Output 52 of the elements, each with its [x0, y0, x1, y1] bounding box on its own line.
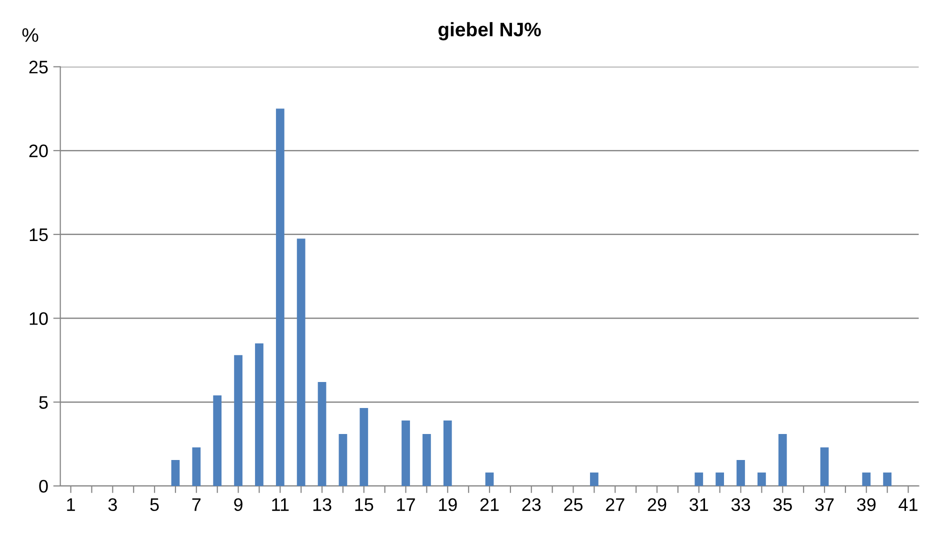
bar [485, 472, 494, 486]
bar [171, 460, 180, 486]
x-tick-label: 7 [192, 498, 201, 511]
x-tick-label: 21 [480, 498, 499, 511]
bar [213, 395, 222, 486]
x-tick-label: 17 [397, 498, 415, 511]
y-tick-label: 5 [39, 396, 48, 409]
bar [736, 460, 745, 486]
y-tick-label: 15 [30, 228, 48, 242]
y-tick-label: 25 [29, 60, 48, 74]
x-tick-label: 13 [313, 498, 332, 512]
bar [402, 420, 410, 486]
x-tick-label: 25 [564, 498, 583, 512]
x-tick-label: 27 [606, 498, 624, 511]
y-tick-label: 10 [30, 312, 48, 325]
bar [778, 434, 787, 486]
bar [296, 238, 306, 486]
x-tick-label: 41 [898, 498, 918, 511]
bar [883, 472, 892, 486]
x-tick-label: 9 [234, 498, 242, 512]
bar [590, 472, 598, 486]
bar [338, 434, 348, 486]
bar [862, 472, 871, 486]
x-tick-label: 31 [690, 498, 708, 512]
bar [318, 382, 326, 486]
bar [422, 434, 431, 486]
x-tick-label: 33 [731, 498, 750, 512]
bar [694, 472, 704, 486]
x-tick-label: 23 [522, 498, 541, 512]
x-tick-label: 5 [150, 498, 159, 512]
y-tick-label: 0 [39, 480, 48, 493]
bar [758, 472, 766, 486]
x-tick-label: 11 [272, 498, 289, 511]
chart-title: giebel NJ% [438, 22, 541, 40]
x-tick-label: 19 [438, 498, 457, 512]
bar [192, 447, 201, 486]
x-tick-label: 37 [815, 498, 834, 512]
x-tick-label: 35 [773, 498, 792, 512]
x-tick-label: 3 [108, 498, 117, 512]
bar [276, 108, 284, 486]
bar [255, 343, 264, 486]
bar [443, 420, 452, 486]
y-tick-label: 20 [29, 144, 48, 158]
x-tick-label: 1 [67, 498, 75, 511]
y-axis-title: % [22, 28, 38, 42]
bar [360, 408, 368, 486]
x-tick-label: 39 [857, 498, 876, 512]
x-tick-label: 29 [648, 498, 666, 512]
bar [234, 355, 242, 486]
bar [716, 472, 724, 486]
bar [820, 447, 829, 486]
x-tick-label: 15 [355, 498, 374, 512]
